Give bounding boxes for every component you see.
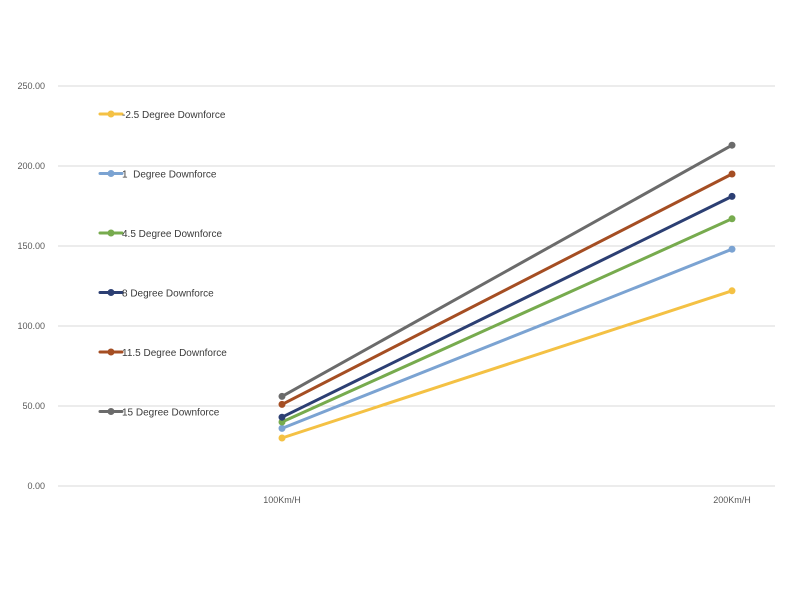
x-axis-ticks: 100Km/H 200Km/H: [263, 495, 751, 505]
legend-swatch-marker: [107, 408, 115, 415]
legend: -2.5 Degree Downforce 1 Degree Downforce 4…: [98, 110, 227, 419]
legend-item: 1 Degree Downforce: [98, 170, 217, 181]
legend-item: 15 Degree Downforce: [98, 408, 220, 419]
series-2: [278, 215, 736, 426]
legend-swatch-marker: [107, 289, 115, 296]
legend-item: 11.5 Degree Downforce: [98, 348, 227, 359]
y-tick-label: 100.00: [17, 321, 45, 331]
data-point: [728, 287, 736, 295]
y-tick-label: 50.00: [22, 401, 45, 411]
legend-label: 8 Degree Downforce: [122, 289, 214, 300]
legend-label: 1 Degree Downforce: [122, 170, 217, 181]
y-tick-label: 0.00: [27, 481, 45, 491]
legend-swatch-marker: [107, 348, 115, 356]
y-tick-label: 200.00: [17, 161, 45, 171]
series-1: [278, 245, 736, 432]
series-line: [280, 143, 734, 398]
data-point: [728, 215, 736, 223]
legend-item: 4.5 Degree Downforce: [98, 229, 222, 240]
series-line: [280, 289, 734, 440]
data-point: [278, 424, 286, 432]
series-line: [280, 194, 734, 419]
data-point: [278, 434, 286, 442]
data-point: [278, 392, 286, 400]
series-line: [280, 247, 734, 430]
y-axis-ticks: 0.00 50.00 100.00 150.00 200.00 250.00: [17, 81, 45, 491]
data-point: [728, 192, 736, 200]
data-point: [278, 413, 286, 421]
legend-label: 4.5 Degree Downforce: [122, 229, 222, 240]
x-tick-label: 200Km/H: [713, 495, 751, 505]
data-point: [278, 418, 286, 426]
legend-swatch-marker: [107, 229, 115, 237]
y-tick-label: 150.00: [17, 241, 45, 251]
gridlines: [58, 85, 775, 487]
series-5: [278, 141, 736, 400]
y-tick-label: 250.00: [17, 81, 45, 91]
data-point: [728, 141, 736, 149]
series-4: [278, 170, 736, 408]
data-point: [728, 245, 736, 253]
series-line: [280, 172, 734, 406]
series-lines: [278, 141, 736, 442]
series-0: [278, 287, 736, 442]
legend-item: -2.5 Degree Downforce: [98, 110, 226, 121]
series-line: [280, 217, 734, 424]
series-3: [278, 192, 736, 421]
legend-item: 8 Degree Downforce: [98, 289, 214, 300]
legend-swatch-marker: [107, 110, 115, 118]
data-point: [278, 400, 286, 408]
legend-label: 15 Degree Downforce: [122, 408, 220, 419]
data-point: [728, 170, 736, 178]
legend-swatch-marker: [107, 170, 115, 177]
legend-label: 11.5 Degree Downforce: [122, 348, 227, 359]
legend-label: -2.5 Degree Downforce: [122, 110, 226, 121]
x-tick-label: 100Km/H: [263, 495, 301, 505]
